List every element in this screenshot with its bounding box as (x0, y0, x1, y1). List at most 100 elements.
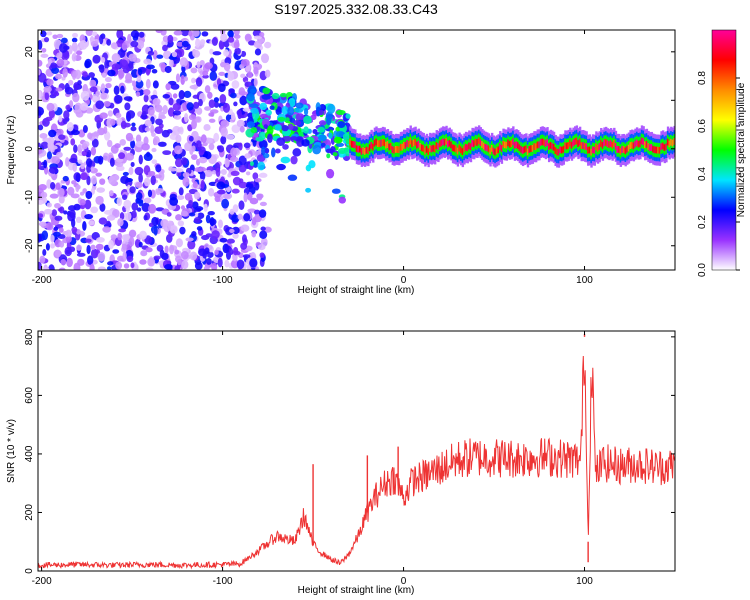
heatmap-cell (450, 141, 453, 149)
heatmap-cell (663, 144, 666, 152)
heatmap-cell (164, 65, 172, 74)
heatmap-cell (380, 139, 383, 147)
heatmap-cell (171, 51, 178, 58)
heatmap-cell (97, 251, 106, 262)
heatmap-cell (287, 106, 295, 116)
heatmap-cell (53, 91, 60, 97)
heatmap-cell (515, 141, 518, 149)
heatmap-cell (80, 90, 90, 101)
heatmap-cell (327, 103, 336, 114)
heatmap-cell (626, 145, 629, 153)
heatmap-cell (39, 133, 48, 139)
heatmap-cell (46, 222, 54, 231)
heatmap-cell (360, 148, 364, 155)
heatmap-cell (136, 75, 142, 83)
heatmap-cell (103, 126, 108, 134)
heatmap-cell (433, 145, 437, 153)
heatmap-cell (543, 139, 546, 146)
heatmap-cell (231, 188, 240, 194)
y-tick-label: 0 (24, 146, 35, 152)
heatmap-cell (114, 94, 123, 104)
heatmap-cell (362, 147, 365, 154)
heatmap-cell (492, 147, 495, 155)
heatmap-cell (259, 32, 265, 38)
heatmap-cell (520, 145, 523, 153)
heatmap-cell (294, 107, 304, 113)
heatmap-cell (249, 161, 254, 167)
heatmap-cell (58, 267, 66, 270)
heatmap-cell (44, 208, 53, 215)
heatmap-cell (320, 142, 326, 148)
heatmap-cell (332, 152, 338, 157)
heatmap-cell (554, 147, 557, 154)
heatmap-cell (148, 222, 154, 228)
heatmap-cell (585, 143, 588, 151)
heatmap-cell (175, 168, 184, 173)
heatmap-cell (280, 156, 291, 164)
heatmap-cell (175, 238, 183, 248)
heatmap-cell (497, 146, 500, 154)
heatmap-cell (178, 187, 184, 196)
heatmap-cell (85, 30, 93, 37)
heatmap-cell (118, 228, 126, 233)
heatmap-cell (123, 263, 130, 269)
heatmap-cell (385, 141, 388, 149)
heatmap-cell (549, 141, 552, 149)
heatmap-cell (172, 103, 181, 111)
heatmap-cell (233, 30, 240, 36)
heatmap-cell (233, 41, 240, 49)
heatmap-cell (389, 142, 393, 150)
heatmap-cell (238, 142, 243, 151)
heatmap-cell (72, 162, 78, 172)
heatmap-cell (95, 172, 103, 177)
heatmap-cell (317, 126, 325, 133)
heatmap-cell (154, 126, 163, 134)
heatmap-cell (155, 30, 163, 34)
heatmap-cell (185, 237, 194, 242)
heatmap-cell (125, 152, 135, 161)
heatmap-cell (246, 93, 255, 102)
heatmap-cell (391, 146, 395, 153)
heatmap-cell (214, 249, 219, 256)
heatmap-cell (55, 182, 61, 190)
spectrogram-y-label: Frequency (Hz) (6, 116, 17, 185)
heatmap-cell (48, 109, 55, 119)
heatmap-cell (258, 38, 265, 44)
x-tick-label: 0 (401, 275, 407, 286)
heatmap-cell (56, 52, 62, 60)
heatmap-cell (128, 53, 137, 62)
heatmap-cell (232, 204, 239, 213)
heatmap-cell (46, 151, 52, 160)
heatmap-cell (479, 139, 482, 147)
heatmap-cell (275, 106, 283, 116)
heatmap-cell (176, 171, 182, 177)
heatmap-cell (175, 73, 181, 83)
heatmap-cell (47, 140, 55, 151)
heatmap-cell (159, 249, 165, 259)
heatmap-cell (203, 265, 210, 270)
heatmap-cell (117, 218, 124, 227)
heatmap-cell (172, 125, 181, 136)
heatmap-cell (38, 184, 47, 191)
heatmap-cell (523, 146, 526, 153)
heatmap-cell (632, 142, 636, 150)
heatmap-cell (162, 150, 172, 156)
heatmap-cell (67, 205, 77, 212)
heatmap-cell (130, 161, 135, 167)
heatmap-cell (259, 230, 268, 239)
heatmap-cell (312, 129, 318, 134)
x-tick-label: -200 (32, 275, 52, 286)
heatmap-cell (232, 246, 239, 256)
heatmap-cell (257, 161, 266, 171)
heatmap-cell (217, 257, 223, 268)
heatmap-cell (569, 139, 572, 147)
heatmap-cell (305, 187, 312, 193)
heatmap-cell (368, 144, 372, 152)
heatmap-cell (603, 139, 606, 147)
heatmap-cell (82, 188, 88, 194)
heatmap-cell (48, 166, 58, 174)
heatmap-cell (557, 148, 561, 156)
y-tick-label: 800 (24, 328, 35, 345)
heatmap-cell (588, 146, 592, 154)
heatmap-cell (46, 102, 55, 112)
